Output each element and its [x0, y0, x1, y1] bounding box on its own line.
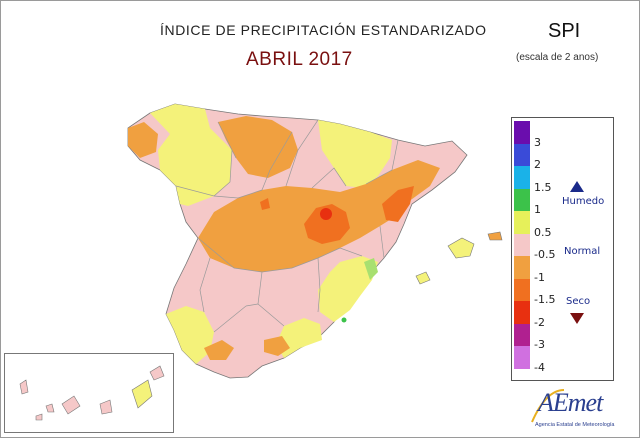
- canary-la-palma: [19, 379, 29, 395]
- red-spot-center: [320, 208, 332, 220]
- balearic-menorca: [487, 231, 503, 241]
- legend-label-normal: Normal: [564, 246, 601, 257]
- canary-tenerife: [61, 395, 81, 415]
- canary-lanzarote: [149, 365, 165, 381]
- legend-label-dry: Seco: [566, 296, 591, 307]
- legend-label-wet: Humedo: [562, 196, 605, 207]
- index-name: SPI: [548, 20, 581, 42]
- dark-orange-spot-west: [260, 198, 270, 210]
- dark-orange-region-center: [304, 204, 350, 244]
- legend-tick-label: 2: [534, 158, 541, 171]
- dry-arrow-icon: [570, 313, 584, 324]
- yellow-region-east: [318, 256, 378, 322]
- legend-swatch: [514, 233, 530, 256]
- map-subtitle: ABRIL 2017: [246, 49, 353, 70]
- legend-tick-label: -1.5: [534, 293, 556, 306]
- legend-swatch: [514, 211, 530, 234]
- legend-tick-label: -1: [534, 270, 545, 284]
- legend-tick-label: -0.5: [534, 248, 556, 261]
- green-region-east: [364, 258, 378, 280]
- orange-region-south-2: [264, 336, 290, 356]
- legend-swatch: [514, 278, 530, 301]
- legend-tick-label: 3: [534, 135, 541, 149]
- legend-tick-label: 1.5: [534, 180, 552, 194]
- dark-orange-region-east: [382, 186, 414, 222]
- legend-tick-label: 1: [534, 203, 541, 216]
- legend-swatch: [514, 166, 530, 189]
- legend-tick-label: -3: [534, 338, 545, 351]
- green-spot-southeast: [341, 317, 347, 323]
- legend-swatch: [514, 256, 530, 279]
- map-title: ÍNDICE DE PRECIPITACIÓN ESTANDARIZADO: [160, 22, 487, 38]
- legend-swatch: [514, 188, 530, 211]
- balearic-mallorca: [447, 237, 475, 259]
- legend-tick-label: -4: [534, 360, 545, 374]
- legend-tick-label: 0.5: [534, 225, 552, 239]
- province-borders: [175, 119, 399, 333]
- orange-region-galicia: [128, 122, 158, 158]
- legend-swatch: [514, 143, 530, 166]
- canary-el-hierro: [35, 413, 43, 421]
- legend-tick-label: -2: [534, 315, 545, 329]
- yellow-region-southwest: [166, 306, 214, 364]
- canary-islands: [19, 365, 165, 421]
- aemet-swoosh-icon: [531, 389, 565, 423]
- legend-swatch: [514, 346, 530, 369]
- canary-la-gomera: [45, 403, 55, 413]
- canary-fuerteventura: [131, 379, 153, 409]
- yellow-region-northeast: [318, 120, 392, 188]
- aemet-tagline: Agencia Estatal de Meteorología: [535, 422, 615, 428]
- canary-islands-inset-frame: [4, 353, 174, 433]
- orange-region-south-1: [204, 340, 234, 360]
- wet-arrow-icon: [570, 181, 584, 192]
- legend-swatch: [514, 121, 530, 144]
- index-scale-note: (escala de 2 anos): [516, 52, 599, 63]
- balearic-ibiza: [415, 271, 431, 285]
- legend-swatch: [514, 323, 530, 346]
- legend-swatch: [514, 301, 530, 324]
- orange-region-north-central: [218, 116, 298, 178]
- yellow-region-northwest: [150, 104, 232, 206]
- canary-gran-canaria: [99, 399, 113, 415]
- aemet-logo: AEmet: [538, 388, 603, 417]
